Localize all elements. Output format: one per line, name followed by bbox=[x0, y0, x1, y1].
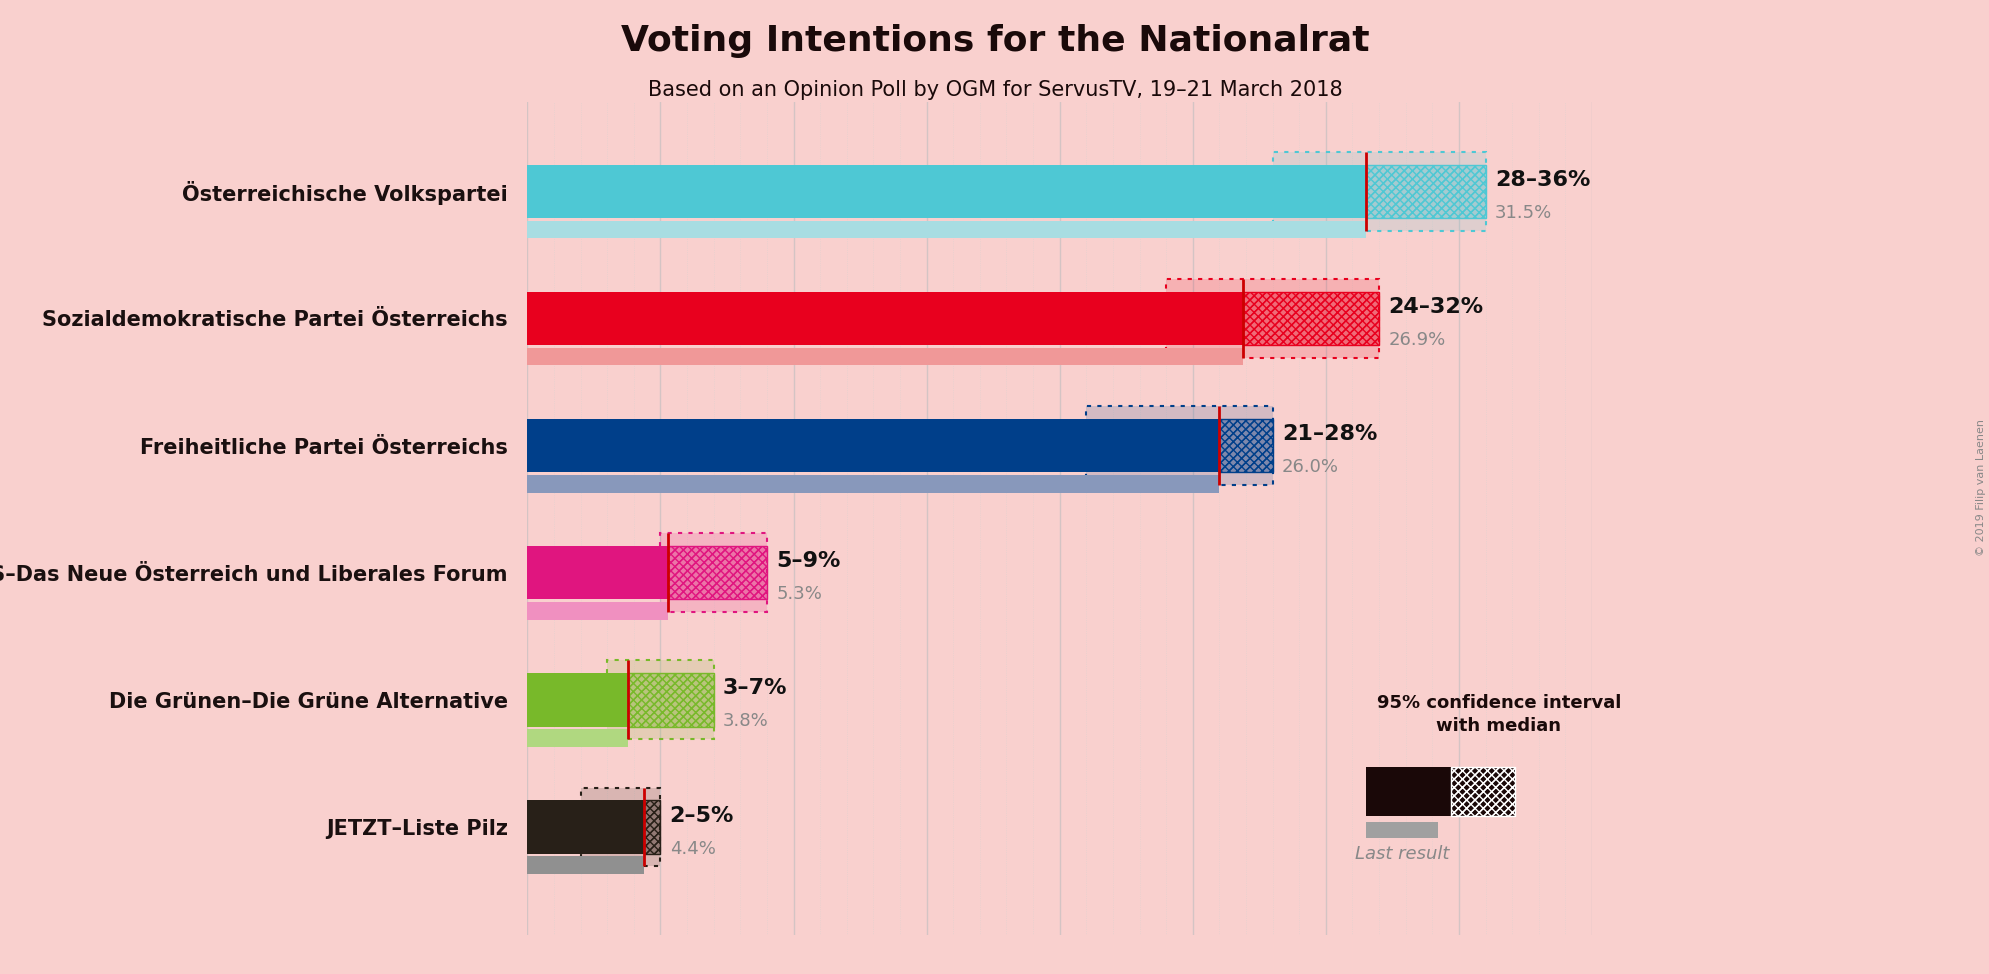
Bar bbox=[1450, 768, 1514, 815]
Bar bbox=[1450, 768, 1514, 815]
Bar bbox=[1273, 152, 1486, 231]
Bar bbox=[660, 534, 766, 612]
Text: 3–7%: 3–7% bbox=[722, 678, 788, 698]
Text: 24–32%: 24–32% bbox=[1388, 297, 1482, 317]
Bar bbox=[527, 291, 1243, 345]
Bar bbox=[1364, 165, 1486, 218]
Bar bbox=[1364, 165, 1486, 218]
Text: Voting Intentions for the Nationalrat: Voting Intentions for the Nationalrat bbox=[621, 24, 1368, 58]
Bar bbox=[527, 673, 629, 727]
Text: © 2019 Filip van Laenen: © 2019 Filip van Laenen bbox=[1975, 419, 1985, 555]
Bar bbox=[1243, 291, 1378, 345]
Bar bbox=[527, 602, 668, 619]
Bar bbox=[660, 534, 766, 612]
Bar bbox=[629, 673, 714, 727]
Text: 3.8%: 3.8% bbox=[722, 712, 768, 730]
Bar bbox=[527, 730, 629, 747]
Bar bbox=[527, 546, 668, 599]
Bar bbox=[1086, 406, 1273, 485]
Text: Based on an Opinion Poll by OGM for ServusTV, 19–21 March 2018: Based on an Opinion Poll by OGM for Serv… bbox=[646, 80, 1343, 100]
Text: 4.4%: 4.4% bbox=[670, 840, 716, 857]
Text: 26.9%: 26.9% bbox=[1388, 331, 1444, 349]
Text: Last result: Last result bbox=[1355, 844, 1448, 863]
Text: 5–9%: 5–9% bbox=[776, 551, 839, 571]
Bar bbox=[1364, 822, 1438, 839]
Bar bbox=[527, 419, 1219, 472]
Bar bbox=[668, 546, 766, 599]
Bar bbox=[527, 165, 1364, 218]
Bar bbox=[1219, 419, 1273, 472]
Bar bbox=[527, 474, 1219, 493]
Text: 5.3%: 5.3% bbox=[776, 585, 821, 603]
Bar bbox=[1086, 406, 1273, 485]
Bar bbox=[607, 660, 714, 739]
Bar bbox=[629, 673, 714, 727]
Bar bbox=[581, 788, 660, 867]
Bar bbox=[1273, 152, 1486, 231]
Bar bbox=[1219, 419, 1273, 472]
Bar bbox=[668, 546, 766, 599]
Bar bbox=[1243, 291, 1378, 345]
Text: 28–36%: 28–36% bbox=[1494, 169, 1589, 190]
Bar bbox=[644, 801, 660, 853]
Bar bbox=[527, 220, 1364, 239]
Text: 21–28%: 21–28% bbox=[1281, 424, 1376, 444]
Bar bbox=[1166, 279, 1378, 357]
Bar bbox=[607, 660, 714, 739]
Bar bbox=[527, 801, 644, 853]
Bar bbox=[1450, 768, 1514, 815]
Bar bbox=[1364, 165, 1486, 218]
Text: 31.5%: 31.5% bbox=[1494, 204, 1551, 222]
Text: 26.0%: 26.0% bbox=[1281, 458, 1339, 476]
Bar bbox=[527, 856, 644, 874]
Bar bbox=[644, 801, 660, 853]
Bar bbox=[581, 788, 660, 867]
Bar bbox=[668, 546, 766, 599]
Bar bbox=[644, 801, 660, 853]
Bar bbox=[1166, 279, 1378, 357]
Bar bbox=[1243, 291, 1378, 345]
Text: 2–5%: 2–5% bbox=[670, 805, 734, 826]
Bar bbox=[1219, 419, 1273, 472]
Text: 95% confidence interval
with median: 95% confidence interval with median bbox=[1376, 693, 1621, 735]
Bar bbox=[1364, 768, 1450, 815]
Bar bbox=[629, 673, 714, 727]
Bar bbox=[527, 348, 1243, 365]
